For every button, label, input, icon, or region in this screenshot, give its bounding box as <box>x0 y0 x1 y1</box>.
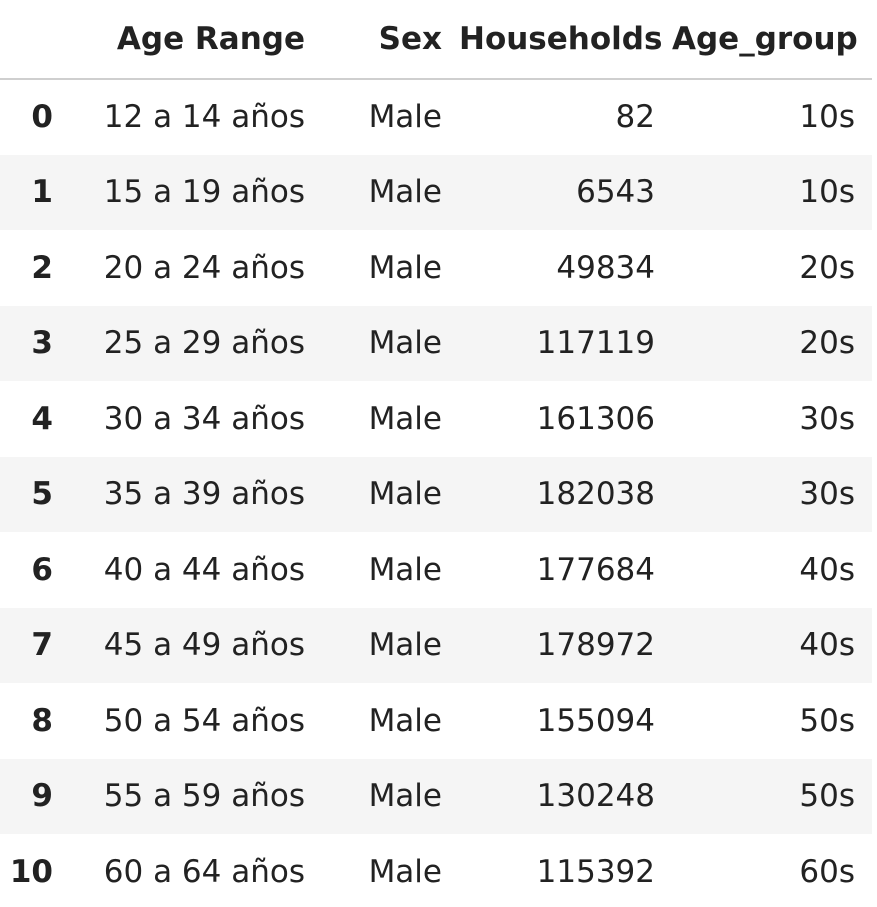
cell-age-range: 50 a 54 años <box>103 702 305 739</box>
cell-sex: Male <box>368 174 442 211</box>
cell-households: 130248 <box>536 778 655 815</box>
table-header: Age Range Sex Households Age_group <box>0 0 872 80</box>
table-row: 2 20 a 24 años Male 49834 20s <box>0 230 872 306</box>
cell-sex: Male <box>368 400 442 437</box>
table-row: 8 50 a 54 años Male 155094 50s <box>0 683 872 759</box>
cell-age-range: 20 a 24 años <box>103 249 305 286</box>
cell-age-range: 60 a 64 años <box>103 853 305 890</box>
cell-age-range: 15 a 19 años <box>103 174 305 211</box>
row-index: 9 <box>31 778 53 815</box>
row-index: 10 <box>9 853 53 890</box>
cell-sex: Male <box>368 476 442 513</box>
row-index: 5 <box>31 476 53 513</box>
table-row: 4 30 a 34 años Male 161306 30s <box>0 381 872 457</box>
cell-age-group: 20s <box>799 325 855 362</box>
table-body: 0 12 a 14 años Male 82 10s 1 15 a 19 año… <box>0 79 872 907</box>
cell-age-group: 40s <box>799 551 855 588</box>
cell-age-group: 60s <box>799 853 855 890</box>
row-index: 8 <box>31 702 53 739</box>
cell-age-range: 55 a 59 años <box>103 778 305 815</box>
cell-age-range: 40 a 44 años <box>103 551 305 588</box>
cell-age-range: 45 a 49 años <box>103 627 305 664</box>
cell-households: 6543 <box>576 174 655 211</box>
cell-age-range: 25 a 29 años <box>103 325 305 362</box>
header-age-range: Age Range <box>82 0 322 80</box>
table-row: 7 45 a 49 años Male 178972 40s <box>0 607 872 683</box>
cell-age-group: 50s <box>799 778 855 815</box>
row-index: 2 <box>31 249 53 286</box>
table-row: 3 25 a 29 años Male 117119 20s <box>0 305 872 381</box>
cell-sex: Male <box>368 853 442 890</box>
table-row: 0 12 a 14 años Male 82 10s <box>0 79 872 155</box>
row-index: 6 <box>31 551 53 588</box>
header-index <box>0 0 82 80</box>
cell-age-group: 50s <box>799 702 855 739</box>
table-row: 6 40 a 44 años Male 177684 40s <box>0 532 872 608</box>
cell-households: 82 <box>615 99 655 136</box>
header-age-group: Age_group <box>672 0 872 80</box>
row-index: 7 <box>31 627 53 664</box>
cell-households: 117119 <box>536 325 655 362</box>
table-row: 5 35 a 39 años Male 182038 30s <box>0 456 872 532</box>
row-index: 1 <box>31 174 53 211</box>
cell-age-group: 30s <box>799 400 855 437</box>
cell-age-range: 35 a 39 años <box>103 476 305 513</box>
cell-sex: Male <box>368 778 442 815</box>
header-sex: Sex <box>322 0 459 80</box>
cell-households: 49834 <box>556 249 655 286</box>
row-index: 0 <box>31 99 53 136</box>
cell-households: 177684 <box>536 551 655 588</box>
row-index: 3 <box>31 325 53 362</box>
cell-sex: Male <box>368 627 442 664</box>
cell-age-range: 12 a 14 años <box>103 99 305 136</box>
cell-sex: Male <box>368 551 442 588</box>
cell-age-group: 20s <box>799 249 855 286</box>
cell-sex: Male <box>368 99 442 136</box>
cell-age-group: 30s <box>799 476 855 513</box>
table-row: 10 60 a 64 años Male 115392 60s <box>0 834 872 907</box>
cell-households: 182038 <box>536 476 655 513</box>
header-row: Age Range Sex Households Age_group <box>0 0 872 80</box>
cell-sex: Male <box>368 249 442 286</box>
cell-sex: Male <box>368 325 442 362</box>
cell-sex: Male <box>368 702 442 739</box>
cell-households: 115392 <box>536 853 655 890</box>
table-row: 1 15 a 19 años Male 6543 10s <box>0 154 872 230</box>
cell-households: 161306 <box>536 400 655 437</box>
row-index: 4 <box>31 400 53 437</box>
cell-age-group: 40s <box>799 627 855 664</box>
cell-households: 178972 <box>536 627 655 664</box>
header-households: Households <box>459 0 672 80</box>
table-row: 9 55 a 59 años Male 130248 50s <box>0 758 872 834</box>
cell-households: 155094 <box>536 702 655 739</box>
cell-age-range: 30 a 34 años <box>103 400 305 437</box>
cell-age-group: 10s <box>799 174 855 211</box>
cell-age-group: 10s <box>799 99 855 136</box>
